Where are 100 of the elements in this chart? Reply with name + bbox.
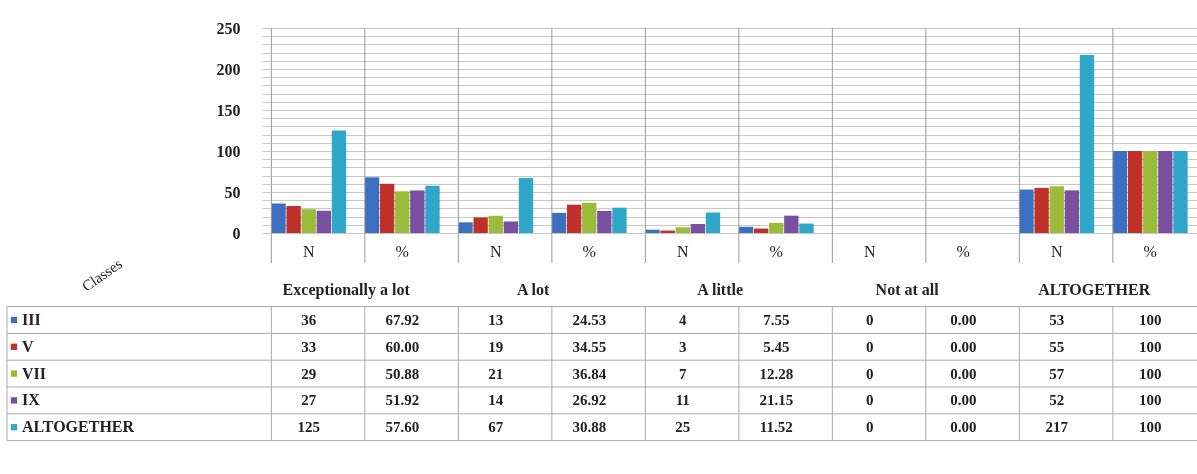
bar (1034, 187, 1049, 233)
data-label: 0 (866, 365, 874, 382)
data-label: 30.88 (572, 419, 607, 436)
bar (364, 177, 380, 233)
bar (1127, 151, 1143, 233)
bar (301, 209, 316, 233)
data-label: 0.00 (950, 419, 977, 436)
data-label: 13 (488, 312, 504, 328)
data-label: 36.84 (572, 365, 607, 382)
data-label: 100 (1139, 365, 1162, 382)
bar (582, 202, 597, 233)
x-tick-label: % (395, 242, 409, 260)
data-label: 29 (301, 365, 317, 382)
y-tick-label: 50 (224, 183, 241, 201)
data-label: 21 (488, 365, 504, 382)
x-tick-label: N (1050, 242, 1063, 260)
data-label: 0 (866, 392, 874, 409)
data-label: 11 (675, 392, 690, 409)
data-label: 0.00 (950, 392, 977, 409)
x-tick-label: N (676, 242, 689, 260)
y-tick-label: 250 (216, 19, 241, 37)
data-label: 52 (1049, 392, 1065, 409)
bar (566, 204, 582, 233)
bar (1019, 189, 1034, 233)
data-label: 36 (301, 312, 317, 328)
data-label: 21.15 (759, 392, 794, 409)
bar (612, 207, 627, 233)
bar (1049, 186, 1064, 233)
data-label: 60.00 (385, 338, 420, 355)
bar (769, 222, 784, 233)
legend-label: V (22, 337, 34, 355)
bar (551, 212, 567, 233)
data-label: 50.88 (385, 365, 420, 382)
data-label: 0 (866, 312, 874, 328)
bar (675, 227, 690, 233)
data-label: 3 (679, 338, 687, 355)
data-label: 14 (488, 392, 504, 409)
data-label: 11.52 (759, 419, 793, 436)
data-label: 0.00 (950, 365, 977, 382)
data-label: 0.00 (950, 312, 977, 328)
y-tick-label: 100 (216, 142, 241, 160)
data-label: 100 (1139, 338, 1162, 355)
data-label: 7 (679, 365, 687, 382)
x-tick-label: % (1143, 242, 1157, 260)
bar (286, 205, 301, 233)
data-label: 57 (1049, 365, 1065, 382)
data-label: 57.60 (385, 419, 420, 436)
bar (690, 223, 706, 233)
bar (473, 217, 488, 233)
data-label: 100 (1139, 312, 1162, 328)
x-tick-label: % (956, 242, 970, 260)
bar (379, 183, 395, 233)
data-label: 5.45 (763, 338, 790, 355)
data-label: 25 (675, 419, 691, 436)
data-label: 24.53 (572, 312, 607, 328)
data-label: 19 (488, 338, 504, 355)
data-label: 217 (1045, 419, 1069, 436)
bar (1158, 151, 1173, 233)
bar (799, 223, 814, 233)
legend-label: III (22, 311, 41, 328)
bar (503, 221, 519, 233)
x-tick-label: % (582, 242, 596, 260)
text: Exceptionally a lot (282, 281, 411, 299)
bar (597, 210, 612, 233)
data-label: 0.00 (950, 338, 977, 355)
data-label: 67.92 (385, 312, 420, 328)
bar (1064, 190, 1080, 233)
data-label: 100 (1139, 392, 1162, 409)
x-tick-label: N (302, 242, 315, 260)
data-label: 27 (301, 392, 317, 409)
y-tick-label: 200 (216, 60, 241, 78)
x-tick-label: N (863, 242, 876, 260)
data-label: 100 (1139, 419, 1162, 436)
legend-label: ALTOGETHER (22, 418, 135, 436)
bar (1079, 55, 1095, 233)
data-label: 125 (297, 419, 320, 436)
data-label: 0 (866, 419, 874, 436)
bar (738, 226, 754, 233)
data-label: 67 (488, 419, 504, 436)
bar (458, 222, 473, 233)
data-label: 7.55 (763, 312, 790, 328)
bar (271, 203, 286, 233)
bar (425, 185, 440, 233)
legend-label: VII (22, 364, 47, 382)
bar (518, 178, 534, 233)
data-label: 12.28 (759, 365, 794, 382)
text: A lot (516, 281, 551, 298)
bar (1173, 151, 1188, 233)
text: ALTOGETHER (1038, 281, 1151, 298)
bar (316, 210, 332, 233)
x-tick-label: N (489, 242, 502, 260)
legend-label: IX (22, 391, 41, 409)
bar (705, 212, 721, 233)
data-label: 53 (1049, 312, 1065, 328)
x-tick-label: % (769, 242, 783, 260)
data-label: 26.92 (572, 392, 607, 409)
bar (784, 215, 799, 233)
data-label: 0 (866, 338, 874, 355)
data-label: 51.92 (385, 392, 420, 409)
bar (1112, 151, 1128, 233)
